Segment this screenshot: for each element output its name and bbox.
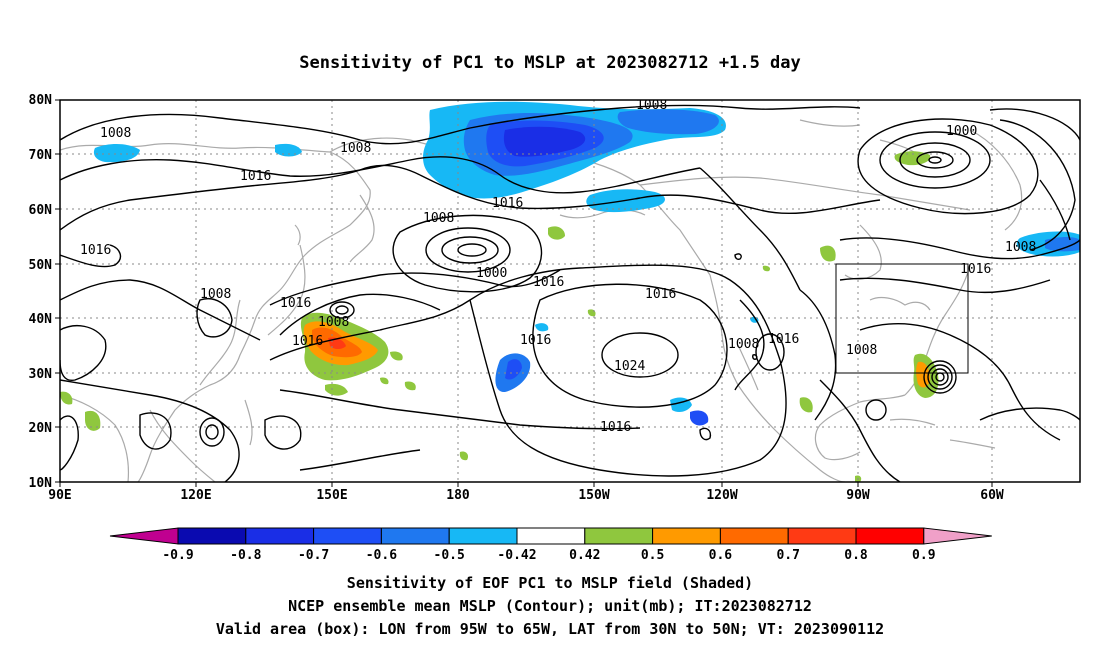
lat-label: 50N <box>29 258 53 273</box>
lon-label: 150W <box>578 488 609 503</box>
contour-label: 1008 <box>340 141 371 156</box>
colorbar-segment <box>448 527 518 545</box>
colorbar-segment <box>380 527 450 545</box>
colorbar-label: 0.42 <box>569 548 600 563</box>
map-gridlines <box>60 100 1080 482</box>
lon-label: 90E <box>48 488 71 503</box>
contour-label: 1016 <box>492 196 523 211</box>
lon-label: 120W <box>706 488 737 503</box>
colorbar-segment <box>652 527 721 545</box>
colorbar-label: -0.9 <box>162 548 193 563</box>
latitude-labels: 80N 70N 60N 50N 40N 30N 20N 10N <box>29 93 53 491</box>
colorbar-segment <box>855 527 925 545</box>
contour-label: 1016 <box>240 169 271 184</box>
contour-label: 1008 <box>846 343 877 358</box>
colorbar-label: 0.5 <box>641 548 664 563</box>
colorbar-segment <box>516 527 586 545</box>
lat-label: 20N <box>29 421 53 436</box>
colorbar-label: 0.7 <box>776 548 799 563</box>
map-title: Sensitivity of PC1 to MSLP at 2023082712… <box>299 53 801 73</box>
lon-label: 60W <box>980 488 1004 503</box>
contour-label: 1016 <box>280 296 311 311</box>
mslp-contours <box>60 104 1080 482</box>
lon-label: 150E <box>316 488 347 503</box>
lon-label: 90W <box>846 488 870 503</box>
contour-label: 1016 <box>600 420 631 435</box>
lat-label: 10N <box>29 476 53 491</box>
caption-line-3: Valid area (box): LON from 95W to 65W, L… <box>215 620 885 638</box>
contour-label: 1008 <box>728 337 759 352</box>
contour-label: 1008 <box>1005 240 1036 255</box>
colorbar-segment <box>177 527 247 545</box>
colorbar-segment <box>584 527 654 545</box>
colorbar: -0.9 -0.8 -0.7 -0.6 -0.5 -0.42 0.42 0.5 0.6 0.7 0.… <box>109 527 992 563</box>
colorbar-label: -0.8 <box>230 548 261 563</box>
lat-label: 60N <box>29 203 53 218</box>
colorbar-label: 0.8 <box>844 548 868 563</box>
contour-labels: 1008 1008 1008 1016 1000 1016 1008 1000 … <box>80 98 1036 435</box>
colorbar-low-triangle <box>109 527 179 545</box>
valid-area-box <box>835 263 969 374</box>
contour-label: 1016 <box>533 275 564 290</box>
colorbar-segment <box>313 527 382 545</box>
lat-label: 30N <box>29 367 53 382</box>
colorbar-label: -0.7 <box>298 548 329 563</box>
contour-label: 1008 <box>318 315 349 330</box>
contour-label: 1016 <box>80 243 111 258</box>
longitude-labels: 90E 120E 150E 180 150W 120W 90W 60W <box>48 488 1004 503</box>
contour-label: 1008 <box>636 98 667 113</box>
map-plot-area: 1008 1008 1008 1016 1000 1016 1008 1000 … <box>60 98 1080 482</box>
lon-label: 120E <box>180 488 211 503</box>
colorbar-segment <box>245 527 315 545</box>
contour-label: 1016 <box>768 332 799 347</box>
colorbar-label: -0.6 <box>366 548 397 563</box>
contour-label: 1000 <box>946 124 977 139</box>
lat-label: 80N <box>29 93 53 108</box>
contour-label: 1016 <box>292 334 323 349</box>
contour-label: 1024 <box>614 359 645 374</box>
contour-label: 1000 <box>476 266 507 281</box>
colorbar-segment <box>787 527 857 545</box>
contour-label: 1016 <box>520 333 551 348</box>
colorbar-label: -0.42 <box>497 548 536 563</box>
colorbar-label: -0.5 <box>434 548 465 563</box>
lat-label: 40N <box>29 312 53 327</box>
contour-label: 1008 <box>100 126 131 141</box>
contour-label: 1016 <box>645 287 676 302</box>
colorbar-label: 0.9 <box>912 548 935 563</box>
colorbar-segment <box>719 527 789 545</box>
colorbar-high-triangle <box>923 527 992 545</box>
lat-label: 70N <box>29 148 53 163</box>
axis-ticks <box>55 99 993 487</box>
caption-line-2: NCEP ensemble mean MSLP (Contour); unit(… <box>288 597 812 615</box>
map-frame <box>59 99 1081 483</box>
contour-label: 1008 <box>423 211 454 226</box>
colorbar-label: 0.6 <box>709 548 733 563</box>
coastlines <box>60 119 1023 482</box>
caption-line-1: Sensitivity of EOF PC1 to MSLP field (Sh… <box>346 574 754 592</box>
lon-label: 180 <box>446 488 470 503</box>
contour-label: 1008 <box>200 287 231 302</box>
